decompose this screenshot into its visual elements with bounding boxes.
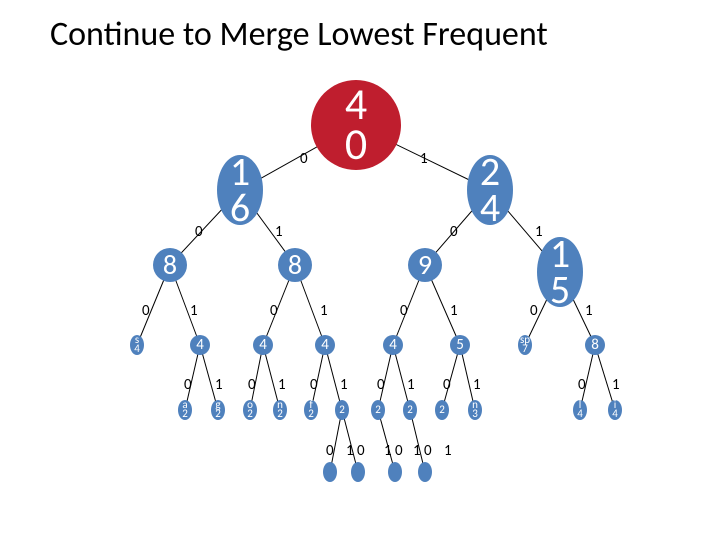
edge-label: 1 [612,376,620,394]
tree-node-n8R: 8 [278,248,312,282]
edge-label: 0 [377,376,385,394]
edge-label: 0 [400,302,408,320]
tree-node-Pa2: a2 [178,400,192,420]
tree-node-Pn2: n2 [273,400,287,420]
edge-label: 0 [578,376,586,394]
tree-node-P2b: 2 [371,400,385,420]
tree-node-root: 40 [311,80,401,170]
tree-node-L4d: 4 [383,335,403,355]
tree-node-L5: 5 [450,335,470,355]
tree-node-Q2 [351,462,365,482]
tree-node-Pn3: n3 [468,400,482,420]
edge-label: 0 [326,442,334,460]
edge-label: 0 [184,376,192,394]
edge-label: 1 [535,223,543,241]
tree-node-P2a: 2 [335,400,349,420]
tree-node-Q3 [388,462,402,482]
edge-label: 0 [450,223,458,241]
tree-node-n8L: 8 [153,248,187,282]
tree-node-Ls4: s4 [130,335,144,355]
edge-label: 0 [300,150,308,168]
edge-label: 1 [278,376,286,394]
edge-label: 0 [248,376,256,394]
tree-node-n24: 24 [467,155,513,225]
tree-node-Po2: o2 [243,400,257,420]
tree-node-Lsp7: sp7 [518,335,532,355]
tree-node-L4b: 4 [253,335,273,355]
tree-node-Pl4: l4 [573,400,587,420]
edge-label: 0 [310,376,318,394]
tree-node-Pf2: f2 [304,400,318,420]
edge-label: 0 [270,302,278,320]
edge-label: 0 [530,302,538,320]
edge-label: 0 [195,223,203,241]
edge-label: 1 [407,376,415,394]
tree-node-n15: 15 [537,237,583,307]
tree-node-Q4 [418,462,432,482]
edge-label: 1 [340,376,348,394]
tree-node-n9: 9 [408,248,442,282]
tree-node-L8: 8 [585,335,605,355]
edge-label: 1 [275,223,283,241]
tree-node-L4c: 4 [315,335,335,355]
tree-node-P2d: 2 [435,400,449,420]
tree-node-Q1 [323,462,337,482]
edge-label: 1 [473,376,481,394]
edge-label: 1 0 [346,442,365,460]
tree-node-L4a: 4 [190,335,210,355]
edge-label: 1 [444,442,452,460]
edge-label: 1 [190,302,198,320]
edge-label: 1 [320,302,328,320]
edge-label: 1 [585,302,593,320]
edge-label: 1 [215,376,223,394]
edge-label: 0 [142,302,150,320]
tree-node-Pg2: g2 [211,400,225,420]
edge-label: 0 [443,376,451,394]
tree-node-Pi4: i4 [608,400,622,420]
tree-node-n16: 16 [217,155,263,225]
tree-node-P2c: 2 [403,400,417,420]
edge-label: 1 [450,302,458,320]
edge-label: 1 [420,150,428,168]
edge-label: 1 0 [384,442,403,460]
edge-label: 1 0 [413,442,432,460]
page-title: Continue to Merge Lowest Frequent [50,14,548,55]
